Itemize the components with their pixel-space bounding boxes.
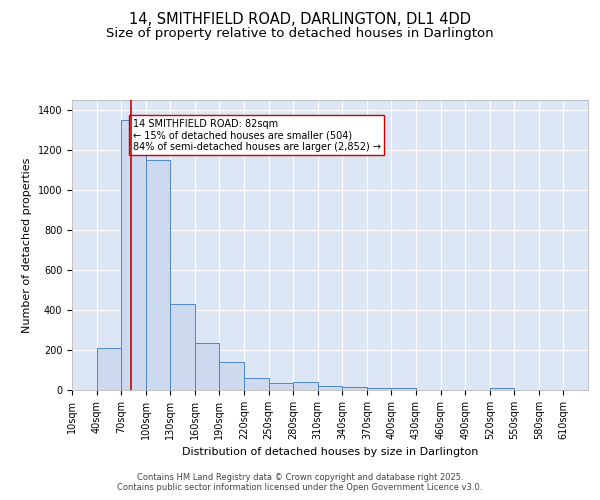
Text: Contains HM Land Registry data © Crown copyright and database right 2025.
Contai: Contains HM Land Registry data © Crown c…	[118, 473, 482, 492]
Bar	[121, 120, 146, 390]
Text: 14, SMITHFIELD ROAD, DARLINGTON, DL1 4DD: 14, SMITHFIELD ROAD, DARLINGTON, DL1 4DD	[129, 12, 471, 28]
X-axis label: Distribution of detached houses by size in Darlington: Distribution of detached houses by size …	[182, 448, 478, 458]
Bar	[170, 304, 195, 390]
Bar	[269, 383, 293, 390]
Y-axis label: Number of detached properties: Number of detached properties	[22, 158, 32, 332]
Bar	[195, 343, 220, 390]
Bar	[293, 382, 318, 390]
Bar	[244, 378, 269, 390]
Text: 14 SMITHFIELD ROAD: 82sqm
← 15% of detached houses are smaller (504)
84% of semi: 14 SMITHFIELD ROAD: 82sqm ← 15% of detac…	[133, 119, 380, 152]
Text: Size of property relative to detached houses in Darlington: Size of property relative to detached ho…	[106, 28, 494, 40]
Bar	[97, 348, 121, 390]
Bar	[367, 388, 391, 390]
Bar	[391, 388, 416, 390]
Bar	[342, 387, 367, 390]
Bar	[220, 362, 244, 390]
Bar	[318, 386, 342, 390]
Bar	[490, 388, 514, 390]
Bar	[146, 160, 170, 390]
